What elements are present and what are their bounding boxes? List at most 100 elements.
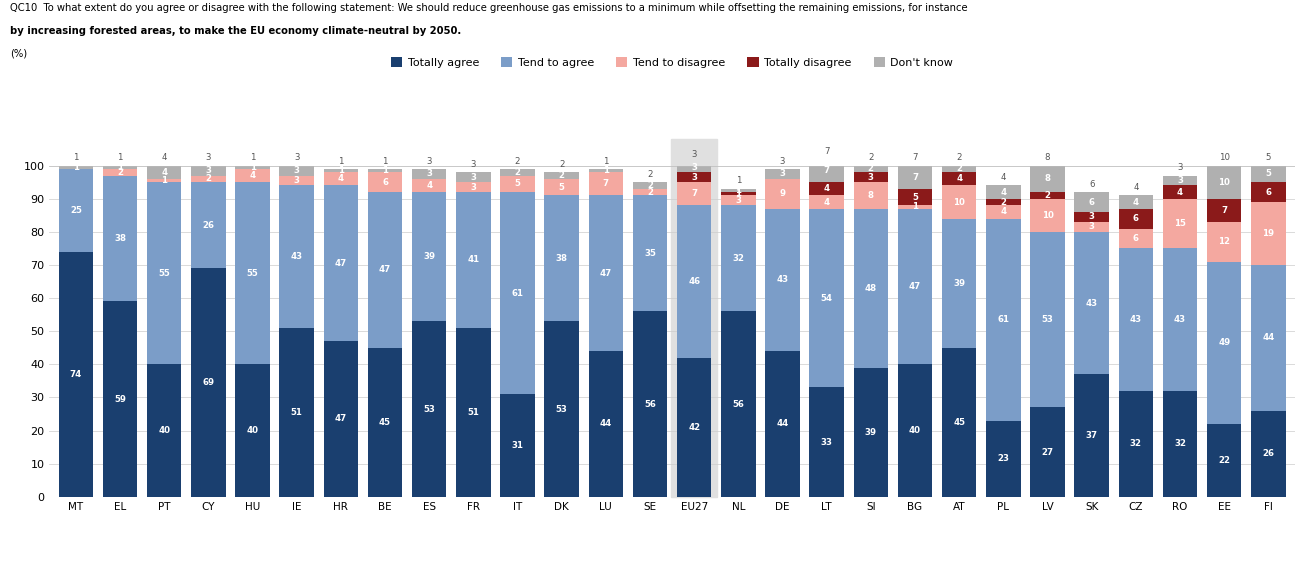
Text: 3: 3 [1088, 222, 1095, 231]
Text: 3: 3 [294, 166, 300, 175]
Text: 3: 3 [471, 183, 476, 192]
Bar [500, 192, 534, 394]
Bar [280, 166, 313, 175]
Text: QC10  To what extent do you agree or disagree with the following statement: We s: QC10 To what extent do you agree or disa… [10, 3, 968, 13]
Bar [368, 172, 402, 192]
Bar [633, 195, 667, 311]
Text: 6: 6 [1089, 180, 1095, 189]
Bar [191, 175, 226, 182]
Bar [1206, 424, 1242, 497]
Bar [1206, 222, 1242, 262]
Text: 48: 48 [864, 284, 878, 292]
Text: 2: 2 [647, 170, 653, 179]
Bar [1118, 208, 1153, 228]
Bar [766, 179, 800, 208]
Text: 32: 32 [1130, 439, 1141, 448]
Text: 3: 3 [692, 150, 697, 159]
Text: 5: 5 [913, 192, 918, 202]
Text: 1: 1 [73, 163, 79, 172]
Text: 2: 2 [117, 168, 124, 176]
Text: 2: 2 [647, 181, 653, 190]
Text: 1: 1 [338, 166, 344, 175]
Text: 45: 45 [380, 418, 391, 427]
Text: 2: 2 [205, 174, 212, 183]
Bar [147, 179, 182, 182]
Text: 4: 4 [426, 181, 433, 190]
Bar [1251, 265, 1286, 411]
Text: 47: 47 [378, 266, 391, 275]
Text: 3: 3 [294, 176, 300, 185]
Text: 3: 3 [1088, 212, 1095, 222]
Text: 4: 4 [1000, 188, 1006, 196]
Text: 6: 6 [1132, 234, 1139, 243]
Text: 2: 2 [957, 164, 962, 174]
Text: by increasing forested areas, to make the EU economy climate-neutral by 2050.: by increasing forested areas, to make th… [10, 26, 461, 36]
Bar [280, 186, 313, 328]
Text: 8: 8 [868, 191, 874, 200]
Text: 19: 19 [1262, 229, 1274, 238]
Bar [103, 169, 138, 175]
Bar [1162, 199, 1197, 248]
Text: 41: 41 [467, 255, 480, 264]
Text: 10: 10 [1218, 178, 1230, 187]
Bar [58, 252, 94, 497]
Bar [722, 192, 755, 195]
Text: 3: 3 [692, 172, 697, 182]
Text: 2: 2 [868, 153, 874, 162]
Text: 4: 4 [956, 174, 962, 183]
Text: 1: 1 [603, 166, 608, 175]
Text: 45: 45 [953, 418, 965, 427]
Bar [1031, 407, 1065, 497]
Text: 1: 1 [161, 176, 168, 185]
Text: 39: 39 [864, 428, 876, 437]
Bar [1162, 175, 1197, 186]
Bar [1251, 166, 1286, 182]
Text: 27: 27 [1041, 448, 1053, 457]
Bar [810, 182, 844, 195]
Text: 2: 2 [559, 160, 564, 169]
Text: 1: 1 [913, 203, 918, 211]
Text: 35: 35 [644, 249, 656, 258]
Text: 49: 49 [1218, 338, 1230, 347]
Text: 3: 3 [205, 166, 212, 175]
Bar [987, 219, 1021, 421]
Bar [1162, 248, 1197, 391]
Text: 61: 61 [511, 288, 524, 297]
Text: 32: 32 [1174, 439, 1186, 448]
Text: 7: 7 [824, 147, 829, 156]
Text: 4: 4 [338, 174, 344, 183]
Bar [280, 328, 313, 497]
Bar [810, 208, 844, 388]
Text: 51: 51 [291, 408, 303, 417]
Bar [1074, 212, 1109, 222]
Text: 33: 33 [820, 437, 833, 447]
Bar [324, 172, 358, 186]
Text: 43: 43 [1086, 299, 1097, 308]
Text: 7: 7 [692, 189, 697, 198]
Bar [191, 268, 226, 497]
Bar [854, 208, 888, 368]
Text: (%): (%) [10, 49, 27, 59]
Bar [722, 311, 755, 497]
Text: 40: 40 [247, 426, 259, 435]
Text: 26: 26 [203, 221, 215, 230]
Bar [898, 208, 932, 364]
Bar [987, 206, 1021, 219]
Bar [412, 169, 446, 179]
Text: 1: 1 [117, 153, 122, 162]
Bar [1031, 199, 1065, 232]
Bar [58, 169, 94, 252]
Text: 3: 3 [736, 196, 741, 205]
Bar [456, 192, 490, 328]
Text: 51: 51 [468, 408, 480, 417]
Text: 5: 5 [559, 183, 564, 192]
Bar [942, 172, 976, 186]
Text: 3: 3 [471, 160, 476, 169]
Text: 6: 6 [1265, 188, 1271, 196]
Bar [677, 182, 711, 206]
Bar [1206, 199, 1242, 222]
Text: 47: 47 [335, 415, 347, 424]
Text: 3: 3 [780, 156, 785, 166]
Bar [1031, 232, 1065, 407]
Bar [545, 179, 578, 195]
